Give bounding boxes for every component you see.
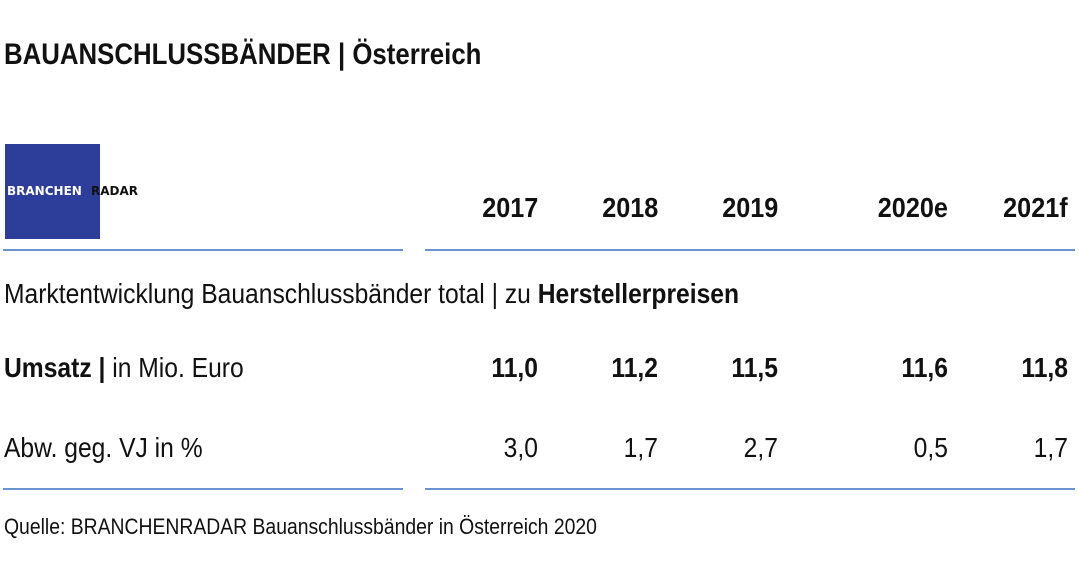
row-label-text: Abw. geg. VJ in % [4,432,203,463]
table-cell: 1,7 [1033,432,1068,463]
row-label: Abw. geg. VJ in % [4,432,203,464]
logo-text-right: RADAR [91,184,139,198]
table-cell: 3,0 [503,432,538,463]
column-header: 2020e [877,192,948,223]
logo-text-left: BRANCHEN [7,184,82,198]
branchenradar-logo: BRANCHEN RADAR [5,144,138,239]
table-cell: 11,6 [901,352,948,383]
column-header: 2017 [481,192,538,223]
column-header: 2021f [1003,192,1068,223]
section-label: Marktentwicklung Bauanschlussbänder tota… [4,278,739,310]
section-label-bold: Herstellerpreisen [537,278,740,309]
table-cell: 11,5 [731,352,778,383]
table-cell: 11,2 [611,352,658,383]
row-label-bold: Umsatz | [4,352,106,383]
column-header: 2019 [721,192,778,223]
section-label-text: Marktentwicklung Bauanschlussbänder tota… [4,278,538,309]
table-cell: 11,0 [491,352,538,383]
table-cell: 11,8 [1021,352,1068,383]
row-label-text: in Mio. Euro [105,352,244,383]
divider-line [3,488,403,490]
page-title: BAUANSCHLUSSBÄNDER | Österreich [4,38,482,71]
table-cell: 0,5 [913,432,948,463]
divider-line [425,249,1075,251]
table-cell: 1,7 [623,432,658,463]
row-label: Umsatz | in Mio. Euro [4,352,244,384]
divider-line [425,488,1075,490]
source-note: Quelle: BRANCHENRADAR Bauanschlussbänder… [4,514,597,539]
divider-line [3,249,403,251]
column-header: 2018 [601,192,658,223]
table-cell: 2,7 [743,432,778,463]
